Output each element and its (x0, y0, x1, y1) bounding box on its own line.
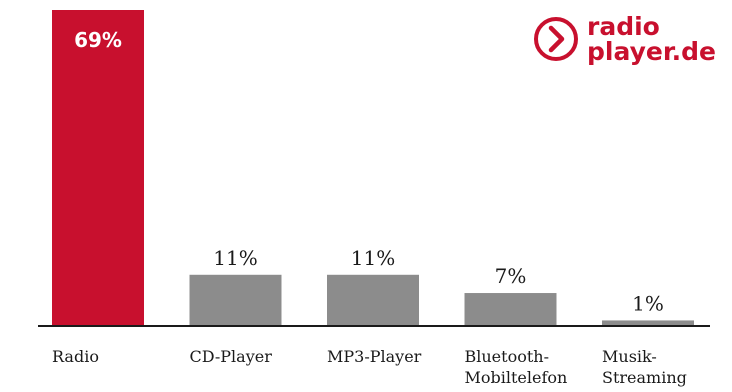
data-label-2: 11% (351, 246, 395, 270)
category-label-4-line-0: Musik- (602, 347, 657, 366)
category-label-4-line-1: Streaming (602, 368, 687, 387)
category-label-3: Bluetooth- Mobiltelefon (465, 347, 568, 387)
chevron-right-circle-icon (534, 17, 578, 61)
bar-1 (189, 274, 282, 325)
bar-2 (327, 274, 419, 325)
category-label-2: MP3-Player (327, 347, 422, 366)
bars: 69% 11% 11% 7% 1% (52, 10, 694, 325)
data-label-1: 11% (213, 246, 257, 270)
data-label-3: 7% (495, 264, 527, 288)
category-label-3-line-1: Mobiltelefon (465, 368, 568, 387)
bar-0 (52, 10, 144, 325)
bar-3 (464, 293, 557, 325)
category-label-2-line-0: MP3-Player (327, 347, 422, 366)
category-label-4: Musik- Streaming (602, 347, 687, 387)
category-label-1: CD-Player (190, 347, 273, 366)
logo: radio player.de (534, 12, 716, 66)
category-labels: Radio CD-Player MP3-Player Bluetooth- Mobilt… (52, 347, 687, 387)
logo-text-line1: radio (587, 12, 660, 41)
category-label-3-line-0: Bluetooth- (465, 347, 549, 366)
logo-text-line2: player.de (587, 37, 716, 66)
data-label-0: 69% (74, 28, 122, 52)
data-label-4: 1% (632, 291, 664, 315)
category-label-0: Radio (52, 347, 99, 366)
category-label-0-line-0: Radio (52, 347, 99, 366)
category-label-1-line-0: CD-Player (190, 347, 273, 366)
bar-4 (602, 320, 694, 325)
